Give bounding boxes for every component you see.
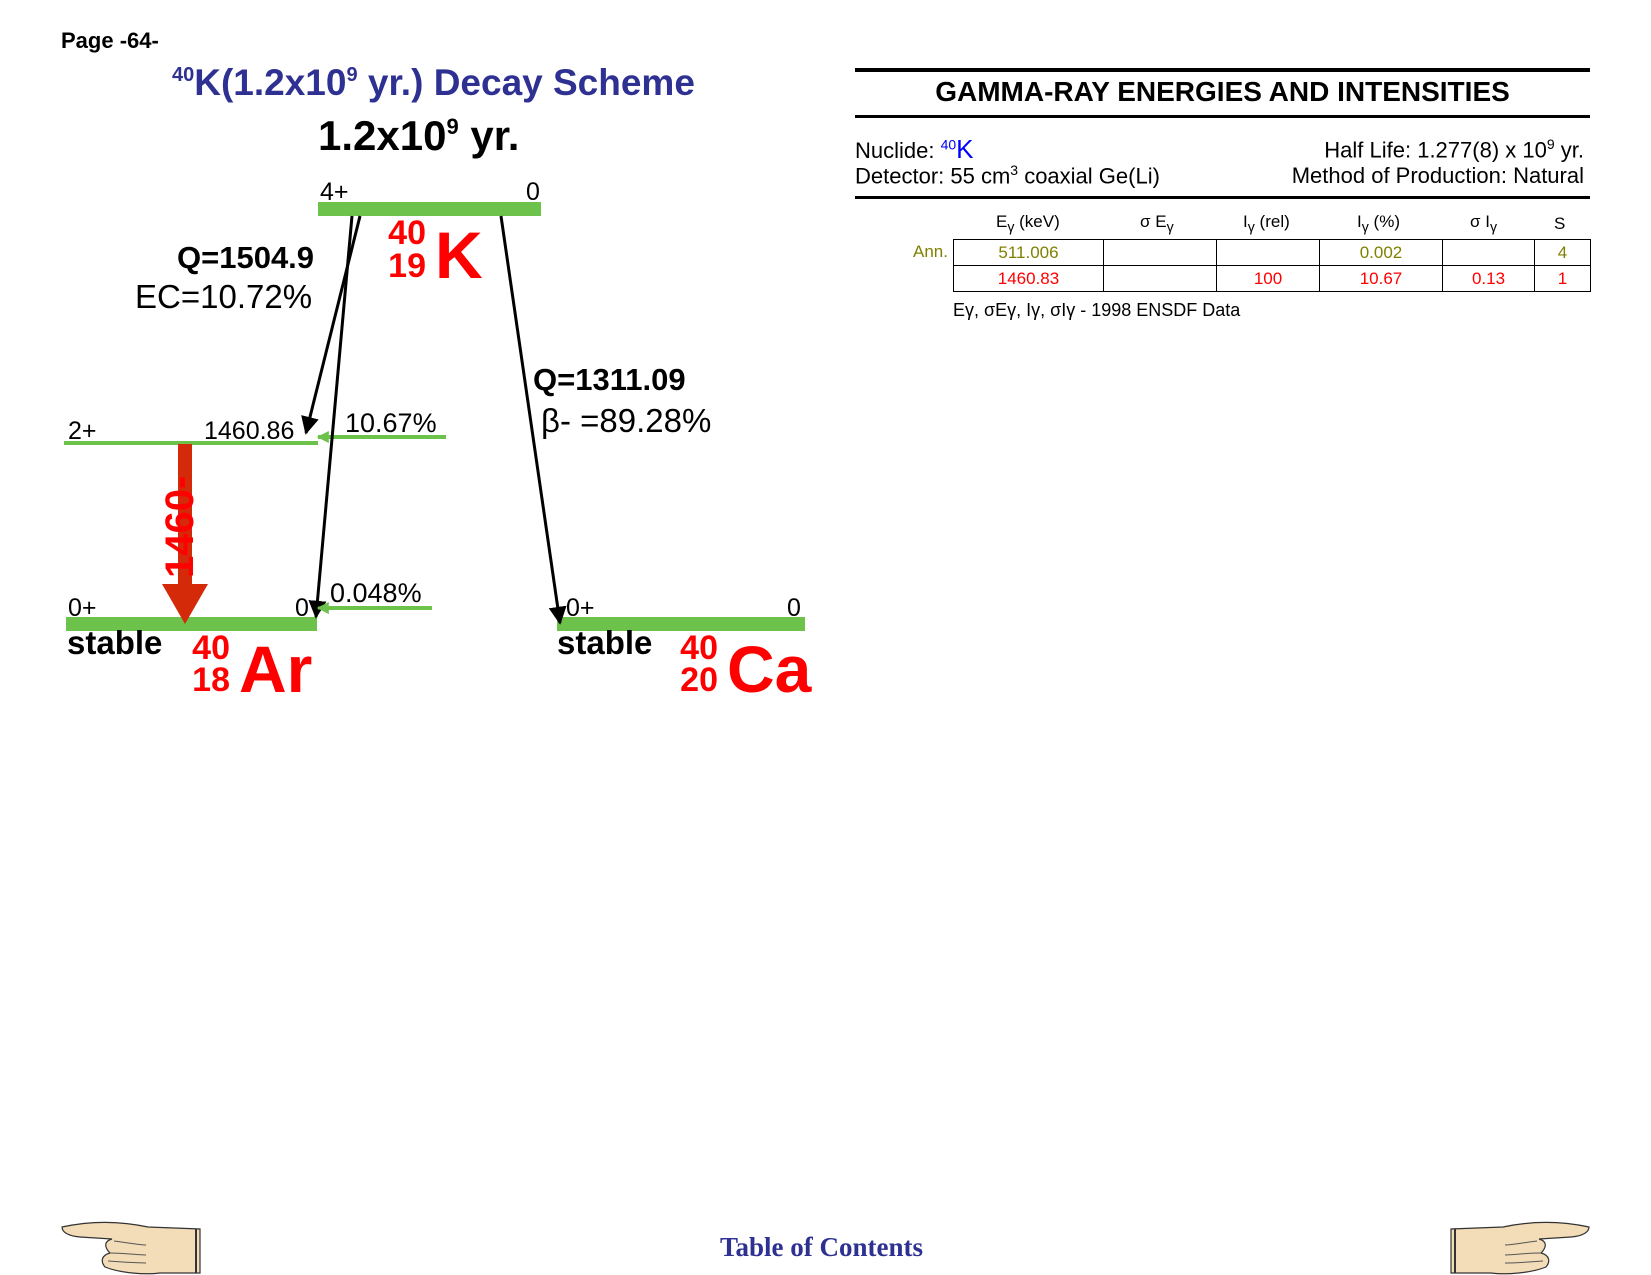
ec-arrow-excited: [301, 215, 362, 435]
col-header-energy-error: σ Eγ: [1140, 212, 1174, 236]
production-info: Method of Production: Natural: [1291, 163, 1584, 188]
ca-ground-spin: 0+: [566, 594, 595, 622]
k-atomic-number: 19: [388, 247, 426, 285]
ec-excited-branch-line: [318, 435, 446, 439]
table-cell: 0.002: [1319, 239, 1443, 266]
table-of-contents-link[interactable]: Table of Contents: [720, 1232, 924, 1262]
col-header-energy: Eγ (keV): [996, 212, 1060, 236]
ar-excited-level-line: [64, 441, 318, 445]
decay-scheme-title: 40K(1.2x109 yr.) Decay Scheme: [172, 62, 695, 103]
panel-top-rule: [855, 68, 1590, 72]
parent-energy: 0: [526, 178, 540, 206]
ar-mass-number: 40: [192, 629, 230, 667]
annihilation-row-label: Ann.: [913, 242, 948, 261]
decay-arrows: [162, 215, 567, 625]
ec-q-value: Q=1504.9: [177, 240, 315, 275]
page-number: Page -64-: [61, 28, 159, 53]
ar-stable-label: stable: [67, 624, 163, 661]
beta-branching: β- =89.28%: [541, 402, 712, 439]
table-cell: 511.006: [953, 239, 1104, 266]
gamma-panel-title: GAMMA-RAY ENERGIES AND INTENSITIES: [935, 76, 1510, 107]
beta-q-value: Q=1311.09: [533, 362, 686, 397]
ar-excited-spin: 2+: [68, 417, 97, 445]
col-header-intensity-rel: Iγ (rel): [1243, 212, 1290, 236]
panel-info-rule: [855, 196, 1590, 199]
nuclide-info: Nuclide: 40K: [855, 134, 974, 164]
ec-arrow-ground: [308, 215, 354, 619]
gamma-table: 511.006 0.002 4 1460.83 100 10.67 0.13 1: [953, 239, 1591, 292]
table-cell: 4: [1534, 239, 1591, 266]
col-header-source: S: [1554, 214, 1566, 233]
table-cell: 100: [1216, 265, 1320, 292]
ar-ground-level-bar: [66, 617, 317, 631]
table-cell: [1216, 239, 1320, 266]
col-header-intensity-pct: Iγ (%): [1357, 212, 1400, 236]
ar-symbol: Ar: [239, 632, 313, 706]
parent-half-life: 1.2x109 yr.: [318, 112, 520, 159]
table-cell: [1442, 239, 1535, 266]
ca-ground-energy: 0: [787, 594, 801, 622]
table-cell: [1103, 239, 1217, 266]
beta-arrow: [499, 215, 567, 625]
ca-mass-number: 40: [680, 629, 718, 667]
detector-info: Detector: 55 cm3 coaxial Ge(Li): [855, 162, 1160, 189]
half-life-info: Half Life: 1.277(8) x 109 yr.: [1324, 136, 1584, 163]
parent-spin: 4+: [320, 178, 349, 206]
ca-stable-label: stable: [557, 624, 653, 661]
table-row: 511.006 0.002 4: [953, 239, 1591, 266]
table-cell: 1: [1534, 265, 1591, 292]
ec-ground-percent: 0.048%: [330, 578, 422, 608]
gamma-line-label: 1460-: [158, 475, 202, 578]
ca-atomic-number: 20: [680, 661, 718, 699]
previous-page-hand-icon[interactable]: [60, 1215, 202, 1275]
table-cell: 10.67: [1319, 265, 1443, 292]
table-cell: 0.13: [1442, 265, 1535, 292]
k-symbol: K: [435, 218, 483, 292]
col-header-intensity-error: σ Iγ: [1470, 212, 1498, 236]
ar-atomic-number: 18: [192, 661, 230, 699]
gamma-arrow-head: [162, 584, 208, 624]
ec-branching: EC=10.72%: [135, 278, 313, 315]
panel-title-rule: [855, 115, 1590, 118]
table-row: 1460.83 100 10.67 0.13 1: [953, 265, 1591, 292]
ec-ground-branch-line: [318, 606, 432, 610]
ec-excited-percent: 10.67%: [345, 408, 437, 438]
table-cell: 1460.83: [953, 265, 1104, 292]
ar-excited-energy: 1460.86: [204, 417, 295, 445]
gamma-arrow-shaft: [178, 444, 192, 586]
ar-ground-energy: 0: [295, 594, 309, 622]
next-page-hand-icon[interactable]: [1449, 1215, 1591, 1275]
k-mass-number: 40: [388, 214, 426, 252]
table-cell: [1103, 265, 1217, 292]
parent-level-bar: [318, 202, 541, 216]
ar-ground-spin: 0+: [68, 594, 97, 622]
data-source-note: Eγ, σEγ, Iγ, σIγ - 1998 ENSDF Data: [953, 300, 1241, 320]
ca-ground-level-bar: [557, 617, 805, 631]
ca-symbol: Ca: [727, 632, 812, 706]
